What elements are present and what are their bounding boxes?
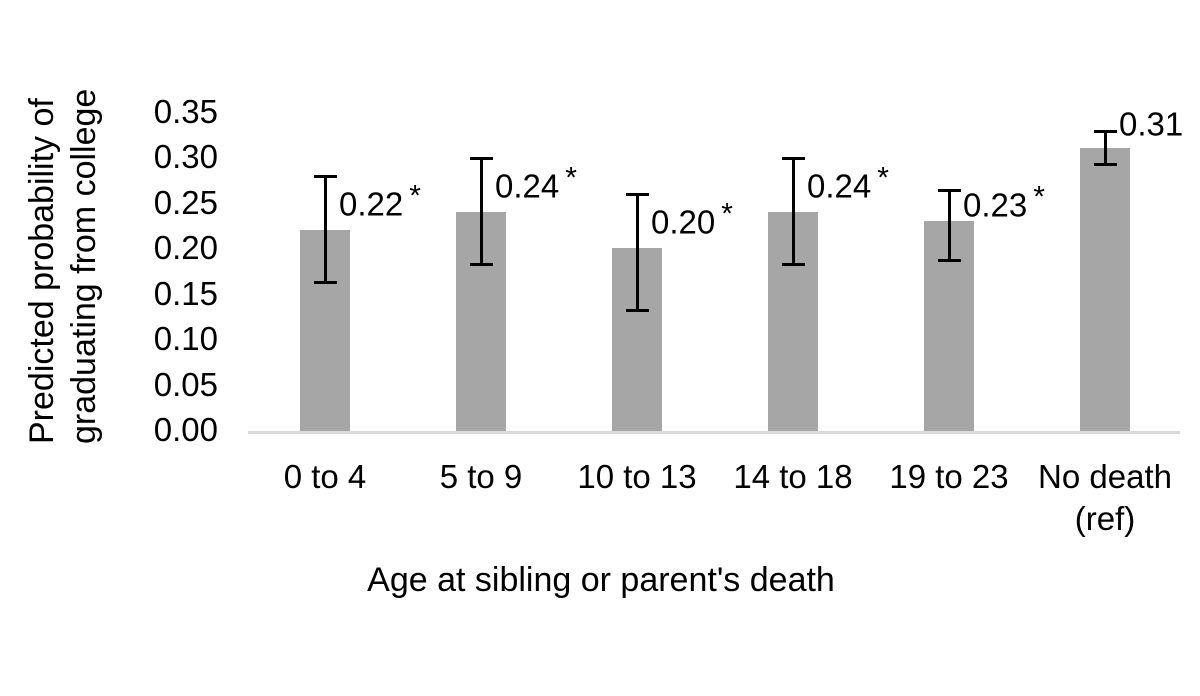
x-axis-line — [248, 431, 1180, 434]
bar-value-number: 0.31 — [1119, 105, 1184, 143]
error-bar-cap-top — [469, 157, 493, 160]
y-axis-title-line1: Predicted probability of — [23, 98, 61, 444]
error-bar-stem — [947, 188, 951, 262]
significance-star: * — [877, 161, 889, 195]
significance-star: * — [565, 161, 577, 195]
bar-value-number: 0.23 — [963, 186, 1028, 224]
error-bar-cap-top — [625, 193, 649, 197]
significance-star: * — [409, 179, 421, 213]
error-bar-stem — [791, 157, 795, 267]
x-category-label: 19 to 23 — [889, 458, 1009, 495]
bar-value-label: 0.23 * — [963, 181, 1045, 224]
error-bar-stem — [323, 175, 327, 285]
bar-value-label: 0.24 * — [807, 162, 889, 205]
x-axis-title: Age at sibling or parent's death — [367, 561, 835, 599]
error-bar-cap-top — [1093, 129, 1117, 133]
y-axis-title-line2: graduating from college — [65, 88, 103, 444]
significance-star: * — [721, 197, 733, 231]
x-category-label: 10 to 13 — [577, 458, 697, 495]
error-bar-stem — [1103, 129, 1107, 167]
error-bar-cap-top — [781, 157, 805, 160]
y-tick-label: 0.35 — [153, 92, 218, 130]
bar-value-label: 0.22 * — [339, 180, 421, 223]
bar-value-label: 0.31 — [1119, 107, 1183, 140]
y-tick-label: 0.05 — [153, 365, 218, 403]
bar-value-label: 0.20 * — [651, 198, 733, 241]
bar-value-number: 0.24 — [807, 167, 872, 205]
bar — [1080, 147, 1130, 431]
x-category-label: 5 to 9 — [439, 458, 523, 495]
y-tick-label: 0.25 — [153, 183, 218, 221]
y-tick-label: 0.10 — [153, 320, 218, 357]
error-bar-stem — [479, 157, 483, 267]
x-category-label: 14 to 18 — [733, 458, 853, 495]
error-bar-stem — [635, 193, 639, 312]
x-category-label: 0 to 4 — [283, 458, 367, 495]
bar-value-number: 0.22 — [339, 185, 404, 223]
error-bar-cap-bottom — [313, 281, 337, 285]
bar-value-number: 0.24 — [495, 167, 560, 205]
error-bar-cap-top — [937, 188, 961, 192]
bar-value-number: 0.20 — [651, 203, 716, 241]
y-axis-title: Predicted probability of graduating from… — [21, 88, 105, 444]
y-tick-label: 0.00 — [153, 411, 218, 448]
y-tick-label: 0.20 — [153, 229, 218, 266]
error-bar-cap-top — [313, 175, 337, 179]
significance-star: * — [1033, 180, 1045, 214]
y-tick-label: 0.30 — [153, 138, 218, 175]
bar-value-label: 0.24 * — [495, 162, 577, 205]
error-bar-cap-bottom — [781, 263, 805, 267]
y-tick-label: 0.15 — [153, 274, 218, 312]
error-bar-cap-bottom — [469, 263, 493, 267]
error-bar-cap-bottom — [1093, 163, 1117, 167]
x-category-label: No death (ref) — [1038, 458, 1172, 537]
error-bar-cap-bottom — [937, 258, 961, 262]
error-bar-cap-bottom — [625, 308, 649, 312]
